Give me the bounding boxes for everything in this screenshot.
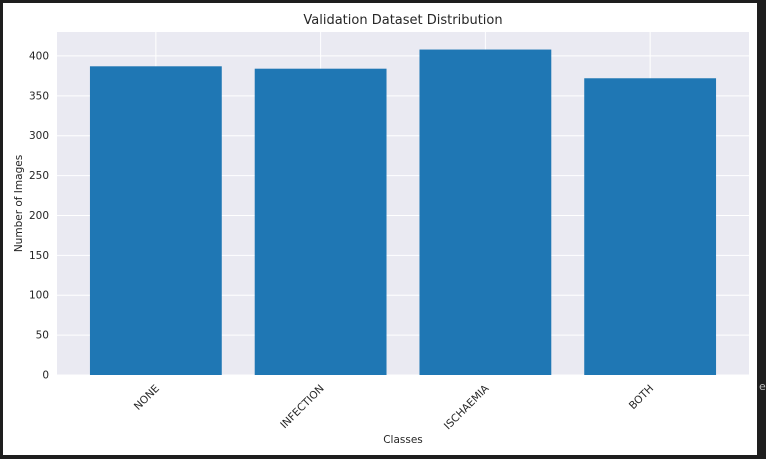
x-axis-ticks: NONE INFECTION ISCHAEMIA BOTH xyxy=(132,382,656,432)
x-tick-label: ISCHAEMIA xyxy=(442,382,492,432)
bar-ischaemia xyxy=(419,49,552,376)
y-tick-label: 250 xyxy=(29,170,49,182)
bar-chart: 0 50 100 150 200 250 300 350 400 NONE INFECTION IS… xyxy=(13,13,749,446)
x-tick-label: INFECTION xyxy=(278,383,327,432)
window-edge-glyph: e xyxy=(759,380,766,393)
y-tick-label: 150 xyxy=(29,250,49,262)
y-tick-label: 50 xyxy=(36,330,49,342)
y-tick-label: 0 xyxy=(42,370,49,382)
bar-infection xyxy=(254,68,387,375)
y-tick-label: 300 xyxy=(29,130,49,142)
bar-both xyxy=(584,78,717,376)
chart-title: Validation Dataset Distribution xyxy=(303,13,502,28)
y-axis-label: Number of Images xyxy=(13,155,25,252)
x-tick-label: BOTH xyxy=(627,383,656,412)
y-tick-label: 100 xyxy=(29,290,49,302)
x-tick-label: NONE xyxy=(132,383,162,413)
y-tick-label: 350 xyxy=(29,90,49,102)
x-axis-label: Classes xyxy=(383,434,423,446)
chart-window: 0 50 100 150 200 250 300 350 400 NONE INFECTION IS… xyxy=(3,3,757,455)
bars xyxy=(89,49,717,376)
y-tick-label: 400 xyxy=(29,50,49,62)
y-axis-ticks: 0 50 100 150 200 250 300 350 400 xyxy=(29,50,49,381)
bar-none xyxy=(89,66,222,376)
y-tick-label: 200 xyxy=(29,210,49,222)
